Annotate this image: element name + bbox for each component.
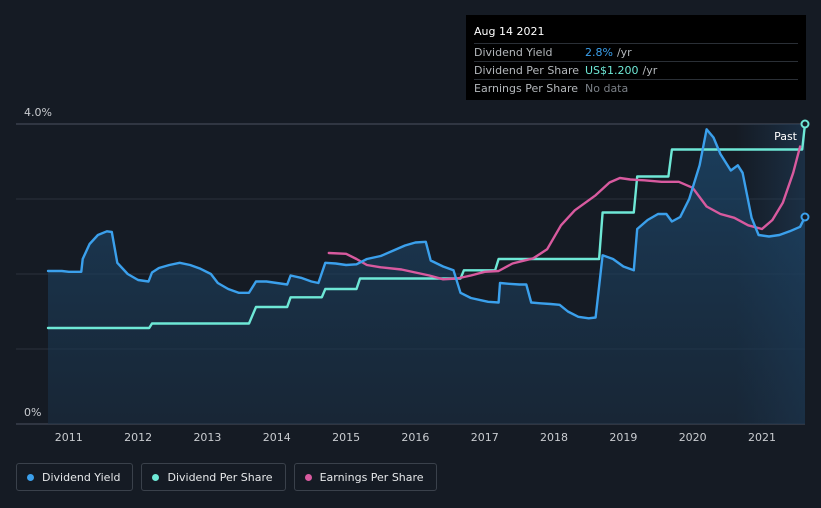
tooltip-value: No data (585, 82, 629, 95)
past-label: Past (774, 130, 798, 143)
tooltip-label: Earnings Per Share (474, 82, 579, 95)
tooltip-unit: /yr (642, 64, 658, 77)
tooltip-row-dividend-yield: Dividend Yield 2.8% /yr (474, 43, 798, 61)
dividend-yield-end-point (800, 212, 810, 222)
x-tick-label: 2021 (748, 431, 776, 444)
x-tick-label: 2018 (540, 431, 568, 444)
x-tick-label: 2013 (193, 431, 221, 444)
x-tick-label: 2016 (401, 431, 429, 444)
tooltip-label: Dividend Per Share (474, 64, 580, 77)
y-tick-label: 0% (24, 406, 41, 419)
tooltip-row-earnings-per-share: Earnings Per Share No data (474, 79, 798, 97)
legend-item-dividend-yield[interactable]: Dividend Yield (16, 463, 134, 491)
legend-label: Dividend Yield (42, 470, 121, 484)
x-tick-label: 2011 (55, 431, 83, 444)
x-tick-label: 2012 (124, 431, 152, 444)
legend-item-dividend-per-share[interactable]: Dividend Per Share (141, 463, 286, 491)
tooltip-value: US$1.200 (585, 64, 639, 77)
x-tick-label: 2014 (263, 431, 291, 444)
tooltip-row-dividend-per-share: Dividend Per Share US$1.200 /yr (474, 61, 798, 79)
dividend-yield-area (48, 129, 805, 425)
x-tick-label: 2017 (471, 431, 499, 444)
x-tick-label: 2019 (609, 431, 637, 444)
dividend-per-share-dot-icon (152, 473, 160, 481)
tooltip-label: Dividend Yield (474, 46, 553, 59)
tooltip: Aug 14 2021 Dividend Yield 2.8% /yr Divi… (466, 15, 806, 100)
legend-label: Dividend Per Share (167, 470, 273, 484)
axis-layer: 2011 2012 2013 2014 2015 2016 2017 2018 2019 2020… (24, 106, 776, 444)
dividend-yield-dot-icon (27, 473, 34, 481)
area-layer (48, 129, 805, 425)
earnings-per-share-dot-icon (304, 473, 312, 481)
tooltip-unit: /yr (616, 46, 632, 59)
tooltip-date: Aug 14 2021 (474, 25, 545, 38)
legend-label: Earnings Per Share (319, 470, 424, 484)
legend-item-earnings-per-share[interactable]: Earnings Per Share (293, 463, 437, 491)
series-layer (46, 119, 810, 330)
x-tick-label: 2020 (679, 431, 707, 444)
legend: Dividend Yield Dividend Per Share Earnin… (16, 463, 437, 491)
dividend-per-share-end-point (800, 119, 810, 129)
dividend-yield-line (46, 128, 807, 320)
y-tick-label: 4.0% (24, 106, 52, 119)
x-tick-label: 2015 (332, 431, 360, 444)
tooltip-value: 2.8% (585, 46, 613, 59)
earnings-per-share-line (327, 145, 802, 281)
